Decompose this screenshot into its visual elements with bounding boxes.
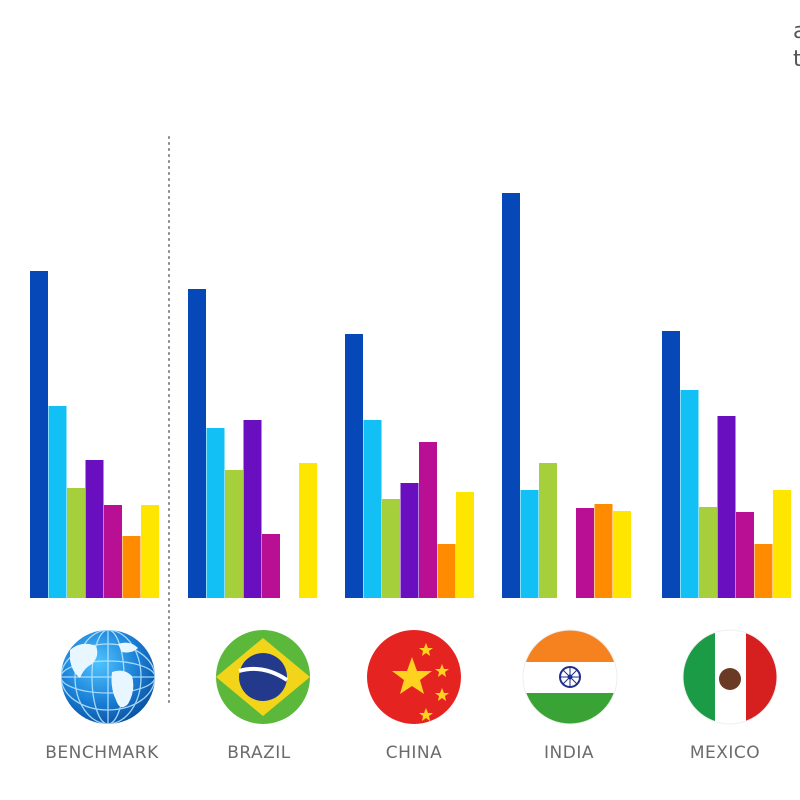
category-label-mexico: MEXICO	[690, 743, 760, 763]
bar-brazil-series-5	[262, 534, 280, 598]
bar-china-series-1	[345, 334, 363, 598]
india-flag-icon	[522, 629, 618, 725]
bar-mexico-series-4	[717, 416, 736, 598]
bar-benchmark-series-7	[141, 505, 159, 598]
bar-benchmark-series-1	[30, 271, 48, 598]
bar-mexico-series-3	[699, 507, 717, 598]
bar-benchmark-series-2	[48, 406, 67, 598]
bar-mexico-series-5	[736, 512, 754, 598]
bar-china-series-7	[456, 492, 474, 598]
bar-brazil-series-7	[299, 463, 317, 598]
bar-benchmark-series-4	[85, 460, 104, 598]
bar-brazil-series-4	[243, 420, 262, 598]
bar-mexico-series-1	[662, 331, 680, 598]
category-label-benchmark: BENCHMARK	[45, 743, 159, 763]
bar-benchmark-series-5	[104, 505, 122, 598]
bar-china-series-4	[400, 483, 419, 598]
bar-mexico-series-7	[773, 490, 791, 598]
category-label-brazil: BRAZIL	[227, 743, 291, 763]
category-label-india: INDIA	[544, 743, 594, 763]
bar-benchmark-series-3	[67, 488, 85, 598]
bar-benchmark-series-6	[122, 536, 141, 598]
bar-china-series-5	[419, 442, 437, 598]
bar-brazil-series-1	[188, 289, 206, 598]
bars-group	[30, 193, 791, 598]
bar-mexico-series-6	[754, 544, 773, 598]
bar-india-series-6	[594, 504, 613, 598]
bar-china-series-3	[382, 499, 400, 598]
globe-icon	[61, 630, 155, 724]
corner-text-line2: t	[793, 47, 800, 72]
bar-brazil-series-3	[225, 470, 243, 598]
bar-india-series-3	[539, 463, 557, 598]
china-flag-icon	[367, 630, 461, 724]
bar-china-series-6	[437, 544, 456, 598]
category-label-china: CHINA	[386, 743, 443, 763]
bar-china-series-2	[363, 420, 382, 598]
bar-india-series-1	[502, 193, 520, 598]
bar-india-series-7	[613, 511, 631, 598]
mexico-flag-icon	[682, 629, 778, 725]
bar-mexico-series-2	[680, 390, 699, 598]
corner-text-line1: a	[793, 19, 800, 44]
brazil-flag-icon	[216, 630, 310, 724]
bar-india-series-5	[576, 508, 594, 598]
bar-india-series-2	[520, 490, 539, 598]
bar-brazil-series-2	[206, 428, 225, 598]
